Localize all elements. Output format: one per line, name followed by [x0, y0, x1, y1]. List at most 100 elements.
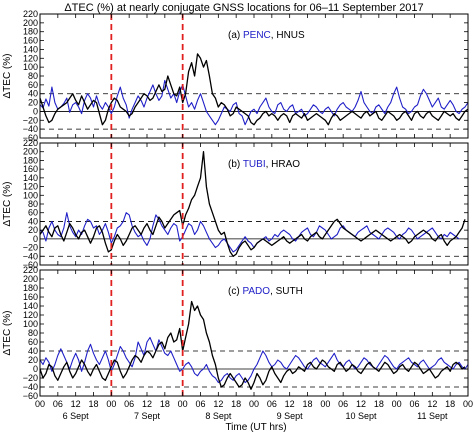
y-tick-label: 60: [28, 208, 38, 218]
panels: −60−40−20020406080100120140160180200220(…: [23, 9, 469, 401]
day-label: 7 Sept: [134, 411, 161, 421]
day-label: 9 Sept: [277, 411, 304, 421]
x-tick-label: 18: [445, 399, 455, 409]
series-line-suth: [39, 300, 466, 390]
y-tick-label: 120: [23, 310, 38, 320]
x-tick-label: 12: [356, 399, 366, 409]
y-tick-label: 100: [23, 319, 38, 329]
y-tick-label: 0: [33, 234, 38, 244]
series-line-pado: [39, 336, 469, 384]
y-tick-label: 20: [28, 355, 38, 365]
x-tick-label: 00: [392, 399, 402, 409]
panel-label-black-station: , HNUS: [271, 30, 305, 41]
y-tick-label: 20: [28, 225, 38, 235]
panel-label-prefix: (c): [228, 286, 242, 297]
y-tick-label: −20: [23, 243, 38, 253]
y-tick-label: 20: [28, 98, 38, 108]
y-tick-label: 0: [33, 106, 38, 116]
panel-label-black-station: , SUTH: [270, 286, 303, 297]
y-tick-label: 200: [23, 147, 38, 157]
y-tick-label: −40: [23, 382, 38, 392]
panel-label-blue-station: PENC: [243, 30, 271, 41]
y-tick-label: 200: [23, 274, 38, 284]
y-tick-label: 180: [23, 27, 38, 37]
series-line-penc: [39, 79, 469, 126]
day-label: 6 Sept: [63, 411, 90, 421]
y-tick-label: 180: [23, 283, 38, 293]
y-tick-label: −60: [23, 133, 38, 143]
y-tick-label: 60: [28, 80, 38, 90]
y-tick-label: 0: [33, 364, 38, 374]
panel-label-blue-station: TUBI: [243, 159, 266, 170]
y-tick-label: −40: [23, 251, 38, 261]
x-tick-label: 18: [231, 399, 241, 409]
series-line-tubi: [39, 212, 460, 253]
x-tick-label: 12: [142, 399, 152, 409]
day-label: 10 Sept: [345, 411, 377, 421]
panel-label: (b) TUBI, HRAO: [228, 159, 300, 170]
x-tick-label: 06: [53, 399, 63, 409]
x-tick-label: 06: [124, 399, 134, 409]
x-tick-label: 00: [178, 399, 188, 409]
y-tick-label: 160: [23, 164, 38, 174]
series-line-hnus: [39, 53, 469, 126]
day-label: 8 Sept: [205, 411, 232, 421]
panel-label-prefix: (b): [228, 159, 243, 170]
x-tick-label: 06: [338, 399, 348, 409]
day-label: 11 Sept: [417, 411, 448, 421]
y-tick-label: −60: [23, 260, 38, 270]
x-axis: 00 06 12 18 00 06 12 18 00 06 12 18 00 06 12 18 00 06 12 18…: [35, 399, 473, 421]
y-tick-label: 120: [23, 182, 38, 192]
x-tick-label: 12: [285, 399, 295, 409]
y-tick-label: 160: [23, 292, 38, 302]
y-tick-label: −20: [23, 373, 38, 383]
y-tick-label: −60: [23, 391, 38, 401]
y-tick-label: −40: [23, 124, 38, 134]
x-tick-label: 00: [106, 399, 116, 409]
y-tick-label: 80: [28, 328, 38, 338]
y-tick-label: 160: [23, 36, 38, 46]
y-tick-label: 40: [28, 216, 38, 226]
y-tick-label: −20: [23, 115, 38, 125]
x-tick-label: 12: [71, 399, 81, 409]
y-tick-label: 140: [23, 173, 38, 183]
x-tick-label: 00: [463, 399, 473, 409]
x-tick-label: 18: [302, 399, 312, 409]
panel-label-blue-station: PADO: [242, 286, 270, 297]
y-tick-label: 220: [23, 138, 38, 148]
y-tick-label: 120: [23, 53, 38, 63]
x-tick-label: 00: [35, 399, 45, 409]
x-tick-label: 18: [374, 399, 384, 409]
panel-label-black-station: , HRAO: [266, 159, 301, 170]
x-tick-label: 06: [195, 399, 205, 409]
y-tick-label: 140: [23, 44, 38, 54]
chart-title: ΔTEC (%) at nearly conjugate GNSS locati…: [64, 2, 423, 14]
x-axis-label: Time (UT hrs): [225, 422, 286, 433]
panel-y-label: ΔTEC (%): [2, 181, 13, 226]
y-tick-label: 60: [28, 337, 38, 347]
y-tick-label: 80: [28, 199, 38, 209]
x-tick-label: 18: [160, 399, 170, 409]
y-tick-label: 180: [23, 155, 38, 165]
y-tick-label: 80: [28, 71, 38, 81]
panel-y-label: ΔTEC (%): [2, 310, 13, 355]
y-axis-label: ΔTEC (%) ΔTEC (%) ΔTEC (%): [2, 53, 13, 355]
y-tick-label: 100: [23, 62, 38, 72]
y-tick-label: 220: [23, 9, 38, 19]
y-tick-label: 140: [23, 301, 38, 311]
panel-label-prefix: (a): [228, 30, 243, 41]
x-tick-label: 06: [409, 399, 419, 409]
y-tick-label: 200: [23, 18, 38, 28]
x-tick-label: 12: [213, 399, 223, 409]
panel-label: (a) PENC, HNUS: [228, 30, 305, 41]
x-tick-label: 00: [249, 399, 259, 409]
panel-label: (c) PADO, SUTH: [228, 286, 303, 297]
x-tick-label: 00: [320, 399, 330, 409]
y-tick-label: 40: [28, 346, 38, 356]
y-tick-label: 100: [23, 190, 38, 200]
x-tick-label: 18: [88, 399, 98, 409]
